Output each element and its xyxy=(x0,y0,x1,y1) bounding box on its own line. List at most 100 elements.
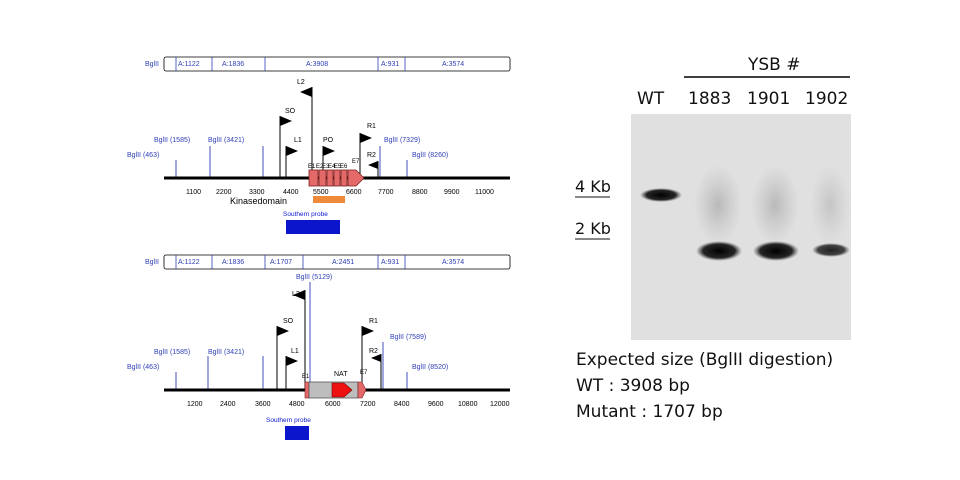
blot-group-label: YSB # xyxy=(747,55,801,75)
wt-tick-6600: 6600 xyxy=(346,189,362,196)
wt-exon-e5: E5 xyxy=(334,164,342,170)
wt-gene xyxy=(308,169,365,187)
mutant-fragment-1: A:1122 xyxy=(178,259,200,266)
wt-probe-label: Southern probe xyxy=(283,211,328,218)
mutant-locus-map: BglII A:1122 A:1836 A:1707 A:2451 A:931 … xyxy=(127,254,511,440)
mutant-fragment-bar: BglII A:1122 A:1836 A:1707 A:2451 A:931 … xyxy=(145,254,511,270)
mutant-tick-2400: 2400 xyxy=(220,401,236,408)
mutant-fragment-2: A:1836 xyxy=(222,259,244,266)
mutant-southern-probe xyxy=(285,426,309,440)
wt-primer-po: PO xyxy=(323,137,334,144)
smear-1902 xyxy=(810,165,850,245)
wt-exon-e7: E7 xyxy=(352,159,360,165)
wt-exon-e2: E2 xyxy=(316,164,324,170)
wt-exon-e4: E4 xyxy=(328,164,336,170)
wt-exon-e3: E3 xyxy=(322,164,330,170)
wt-fragment-1: A:1122 xyxy=(178,61,200,68)
wt-primer-so: SO xyxy=(285,108,296,115)
wt-exon-labels: E1 E2 E3 E4 E5 E6 E7 xyxy=(308,159,360,170)
mutant-tick-3600: 3600 xyxy=(255,401,271,408)
lane-label-wt: WT xyxy=(637,89,665,109)
lane-label-1883: 1883 xyxy=(688,89,731,109)
wt-exon-e6: E6 xyxy=(340,164,348,170)
mutant-primer-r2: R2 xyxy=(369,348,378,355)
mutant-primer-so: SO xyxy=(283,318,294,325)
wt-tick-7700: 7700 xyxy=(378,189,394,196)
wt-primer-r1: R1 xyxy=(367,123,376,130)
wt-primer-r2: R2 xyxy=(367,152,376,159)
caption-expected-size: Expected size (BglII digestion) xyxy=(576,350,834,370)
lane-label-1901: 1901 xyxy=(747,89,790,109)
wt-site-463: BglII (463) xyxy=(127,152,159,159)
mutant-tick-12000: 12000 xyxy=(490,401,510,408)
marker-2kb: 2 Kb xyxy=(575,219,611,238)
wt-exon-e1: E1 xyxy=(308,164,316,170)
wt-tick-9900: 9900 xyxy=(444,189,460,196)
wt-southern-probe xyxy=(286,220,340,234)
wt-scale: 1100 2200 3300 4400 5500 6600 7700 8800 … xyxy=(186,189,494,196)
mutant-site-8520: BglII (8520) xyxy=(412,364,448,371)
wt-fragment-5: A:3574 xyxy=(442,61,464,68)
mutant-primer-r1: R1 xyxy=(369,318,378,325)
mutant-fragment-5: A:931 xyxy=(381,259,399,266)
kinase-domain-bar xyxy=(313,196,345,203)
mutant-primers: L2 SO L1 R1 R2 xyxy=(276,290,382,390)
mutant-tick-10800: 10800 xyxy=(458,401,478,408)
wt-site-1585: BglII (1585) xyxy=(154,137,190,144)
wt-restriction-sites: BglII (463) BglII (1585) BglII (3421) Bg… xyxy=(127,137,448,178)
wt-tick-11000: 11000 xyxy=(475,189,494,196)
mutant-tick-1200: 1200 xyxy=(187,401,203,408)
mutant-tick-9600: 9600 xyxy=(428,401,444,408)
mutant-probe-label: Southern probe xyxy=(266,417,311,424)
wt-fragment-enzyme-label: BglII xyxy=(145,61,159,68)
mutant-site-5129: BglII (5129) xyxy=(296,274,332,281)
nat-cassette xyxy=(304,381,367,399)
caption-wt-size: WT : 3908 bp xyxy=(576,376,690,396)
wt-primer-l2: L2 xyxy=(297,79,305,86)
lane-label-1902: 1902 xyxy=(805,89,848,109)
mutant-tick-6000: 6000 xyxy=(325,401,341,408)
wt-tick-8800: 8800 xyxy=(412,189,428,196)
mutant-primer-l1: L1 xyxy=(291,348,299,355)
mutant-tick-7200: 7200 xyxy=(360,401,376,408)
mutant-site-3421: BglII (3421) xyxy=(208,349,244,356)
mutant-scale: 1200 2400 3600 4800 6000 7200 8400 9600 … xyxy=(187,401,510,408)
kinase-domain-label: Kinasedomain xyxy=(230,196,287,206)
marker-4kb: 4 Kb xyxy=(575,177,611,196)
nat-arrow xyxy=(331,382,353,398)
wt-tick-1100: 1100 xyxy=(186,189,201,196)
band-1883-1707bp xyxy=(696,241,742,261)
wt-site-8260: BglII (8260) xyxy=(412,152,448,159)
wt-fragment-bar: BglII A:1122 A:1836 A:3908 A:931 A:3574 xyxy=(145,56,511,72)
mutant-site-1585: BglII (1585) xyxy=(154,349,190,356)
wt-primer-l1: L1 xyxy=(294,137,302,144)
wt-site-7329: BglII (7329) xyxy=(384,137,420,144)
wt-tick-5500: 5500 xyxy=(313,189,329,196)
mutant-exon-e1: E1 xyxy=(302,374,310,380)
mutant-fragment-4: A:2451 xyxy=(332,259,354,266)
wt-fragment-4: A:931 xyxy=(381,61,399,68)
wt-primers: L2 SO L1 PO R1 R2 xyxy=(279,79,379,178)
mutant-fragment-3: A:1707 xyxy=(270,259,292,266)
southern-blot-panel: YSB # WT 1883 1901 1902 4 Kb 2 Kb xyxy=(575,55,851,340)
mutant-fragment-enzyme-label: BglII xyxy=(145,259,159,266)
wt-tick-4400: 4400 xyxy=(283,189,299,196)
mutant-primer-l2: L2 xyxy=(292,291,300,298)
wt-fragment-3: A:3908 xyxy=(306,61,328,68)
mutant-site-463: BglII (463) xyxy=(127,364,159,371)
wt-locus-map: BglII A:1122 A:1836 A:3908 A:931 A:3574 … xyxy=(127,56,511,234)
mutant-tick-8400: 8400 xyxy=(394,401,410,408)
band-1901-1707bp xyxy=(753,241,799,261)
band-1902-1707bp xyxy=(812,243,850,257)
mutant-fragment-6: A:3574 xyxy=(442,259,464,266)
wt-fragment-2: A:1836 xyxy=(222,61,244,68)
nat-label: NAT xyxy=(334,371,348,378)
mutant-site-7589: BglII (7589) xyxy=(390,334,426,341)
band-wt-3908bp xyxy=(640,188,682,202)
smear-1883 xyxy=(694,165,742,245)
mutant-tick-4800: 4800 xyxy=(289,401,305,408)
wt-tick-2200: 2200 xyxy=(216,189,232,196)
mutant-exon-e7: E7 xyxy=(360,370,368,376)
mutant-restriction-sites: BglII (463) BglII (1585) BglII (3421) Bg… xyxy=(127,274,448,390)
